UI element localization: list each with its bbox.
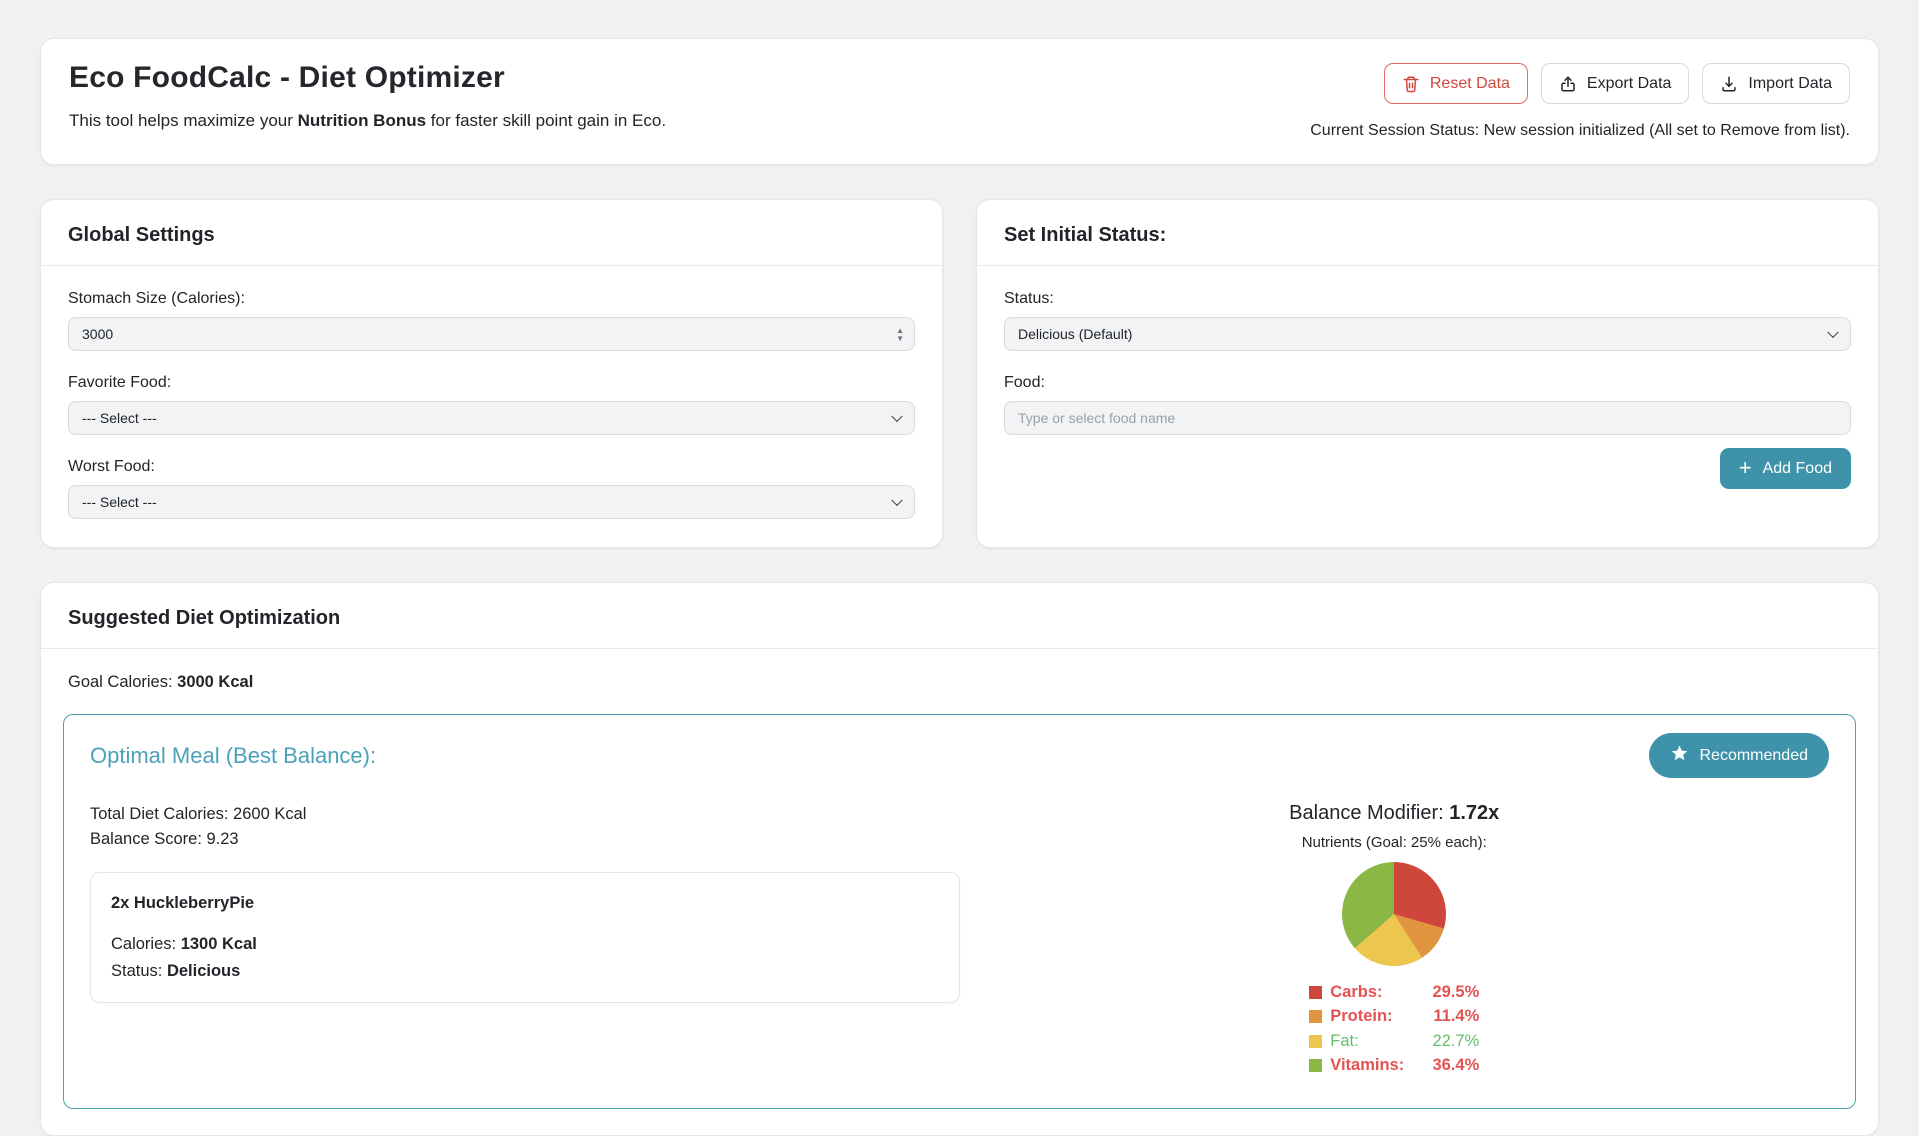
- initial-status-card: Set Initial Status: Status: Delicious (D…: [976, 199, 1879, 548]
- worst-food-value: --- Select ---: [82, 494, 157, 510]
- legend-row: Fat: 22.7%: [1309, 1029, 1479, 1054]
- number-stepper-icon[interactable]: ▲ ▼: [896, 325, 904, 343]
- page-title: Eco FoodCalc - Diet Optimizer: [69, 61, 505, 94]
- legend-value: 29.5%: [1432, 982, 1480, 1001]
- goal-calories-label: Goal Calories:: [68, 673, 178, 691]
- stomach-size-label: Stomach Size (Calories):: [68, 290, 245, 307]
- legend-label: Carbs:: [1330, 982, 1383, 1001]
- food-field: [1004, 401, 1851, 435]
- global-settings-body: Stomach Size (Calories): ▲▼ Favorite Foo…: [41, 266, 942, 519]
- import-icon: [1720, 75, 1738, 93]
- recommended-badge-label: Recommended: [1699, 746, 1809, 764]
- goal-calories-line: Goal Calories: 3000 Kcal: [41, 649, 1878, 692]
- export-data-label: Export Data: [1586, 74, 1672, 92]
- food-label: Food:: [1004, 374, 1045, 391]
- initial-status-title: Set Initial Status:: [1004, 224, 1167, 246]
- meal-calories-line: Calories: 1300 Kcal: [111, 935, 939, 954]
- divider: [977, 265, 1878, 266]
- add-food-row: + Add Food: [1004, 448, 1851, 489]
- total-diet-calories: Total Diet Calories: 2600 Kcal: [90, 805, 307, 823]
- legend-swatch: [1309, 985, 1323, 999]
- meal-status-line: Status: Delicious: [111, 962, 939, 981]
- legend-row: Protein: 11.4%: [1309, 1005, 1479, 1030]
- optimal-meal-header: Optimal Meal (Best Balance): Recommended: [90, 733, 1829, 778]
- nutrient-chart-column: Balance Modifier: 1.72x Nutrients (Goal:…: [960, 802, 1830, 1078]
- plus-icon: +: [1738, 454, 1752, 480]
- status-select[interactable]: Delicious (Default): [1004, 317, 1851, 351]
- optimal-meal-body: Total Diet Calories: 2600 Kcal Balance S…: [90, 802, 1829, 1078]
- session-status: Current Session Status: New session init…: [1310, 122, 1850, 139]
- balance-score: Balance Score: 9.23: [90, 830, 239, 848]
- status-label: Status:: [1004, 290, 1054, 307]
- chevron-down-icon: [891, 410, 903, 423]
- reset-data-label: Reset Data: [1429, 74, 1510, 92]
- balance-modifier-label: Balance Modifier:: [1289, 802, 1450, 824]
- meal-item-card: 2x HuckleberryPie Calories: 1300 Kcal St…: [90, 872, 960, 1003]
- export-data-button[interactable]: Export Data: [1540, 63, 1690, 104]
- import-data-button[interactable]: Import Data: [1702, 63, 1850, 104]
- global-settings-card: Global Settings Stomach Size (Calories):…: [40, 199, 943, 548]
- header-right: Reset Data Export Data Import Data Curre…: [1310, 61, 1850, 140]
- meal-name: 2x HuckleberryPie: [111, 894, 255, 912]
- legend-label: Vitamins:: [1330, 1056, 1405, 1075]
- favorite-food-label: Favorite Food:: [68, 374, 172, 391]
- nutrient-legend: Carbs: 29.5% Protein: 11.4% Fat: 22.7% Vitamin…: [1309, 980, 1479, 1078]
- chevron-down-icon: [891, 494, 903, 507]
- balance-modifier-line: Balance Modifier: 1.72x: [1289, 802, 1499, 825]
- legend-swatch: [1309, 1059, 1323, 1073]
- global-settings-title: Global Settings: [68, 224, 215, 246]
- add-food-button[interactable]: + Add Food: [1719, 448, 1851, 489]
- header-left: Eco FoodCalc - Diet Optimizer This tool …: [69, 61, 666, 131]
- legend-swatch: [1309, 1034, 1323, 1048]
- worst-food-label: Worst Food:: [68, 458, 155, 475]
- legend-row: Carbs: 29.5%: [1309, 980, 1479, 1005]
- meal-calories-value: 1300 Kcal: [180, 935, 257, 953]
- star-icon: [1670, 744, 1689, 768]
- legend-label: Fat:: [1330, 1031, 1359, 1050]
- chevron-down-icon: [1827, 326, 1839, 339]
- stomach-size-field: ▲▼: [68, 317, 915, 351]
- balance-modifier-value: 1.72x: [1449, 802, 1500, 824]
- nutrient-pie-chart: [1342, 862, 1447, 966]
- header-toolbar: Reset Data Export Data Import Data: [1383, 63, 1850, 104]
- optimal-meal-details: Total Diet Calories: 2600 Kcal Balance S…: [90, 802, 960, 1078]
- suggestion-title: Suggested Diet Optimization: [68, 607, 341, 629]
- food-input[interactable]: [1018, 402, 1816, 434]
- meal-calories-label: Calories:: [111, 935, 181, 953]
- add-food-label: Add Food: [1762, 459, 1832, 477]
- settings-row: Global Settings Stomach Size (Calories):…: [40, 199, 1879, 548]
- export-icon: [1559, 75, 1577, 93]
- goal-calories-value: 3000 Kcal: [177, 673, 254, 691]
- legend-label: Protein:: [1330, 1007, 1393, 1026]
- worst-food-select[interactable]: --- Select ---: [68, 485, 915, 519]
- legend-swatch: [1309, 1010, 1323, 1024]
- optimal-meal-panel: Optimal Meal (Best Balance): Recommended…: [63, 714, 1856, 1109]
- legend-value: 36.4%: [1432, 1056, 1480, 1075]
- subtitle-text: This tool helps maximize your: [69, 111, 298, 130]
- meal-status-label: Status:: [111, 962, 167, 980]
- page-subtitle: This tool helps maximize your Nutrition …: [69, 111, 666, 131]
- favorite-food-value: --- Select ---: [82, 410, 157, 426]
- favorite-food-select[interactable]: --- Select ---: [68, 401, 915, 435]
- import-data-label: Import Data: [1748, 74, 1832, 92]
- trash-icon: [1402, 75, 1420, 93]
- divider: [41, 265, 942, 266]
- initial-status-body: Status: Delicious (Default) Food: + Add …: [977, 266, 1878, 489]
- legend-value: 22.7%: [1432, 1031, 1480, 1050]
- reset-data-button[interactable]: Reset Data: [1383, 63, 1528, 104]
- nutrients-caption: Nutrients (Goal: 25% each):: [1301, 834, 1487, 851]
- legend-value: 11.4%: [1433, 1007, 1480, 1026]
- stomach-size-input[interactable]: [82, 318, 880, 350]
- legend-row: Vitamins: 36.4%: [1309, 1054, 1479, 1079]
- optimal-meal-heading: Optimal Meal (Best Balance):: [90, 742, 377, 768]
- subtitle-text-suffix: for faster skill point gain in Eco.: [426, 111, 667, 130]
- status-value: Delicious (Default): [1018, 326, 1133, 342]
- divider: [41, 648, 1878, 649]
- meal-status-value: Delicious: [166, 962, 241, 980]
- suggestion-card: Suggested Diet Optimization Goal Calorie…: [40, 582, 1879, 1136]
- subtitle-highlight: Nutrition Bonus: [297, 111, 427, 130]
- header-card: Eco FoodCalc - Diet Optimizer This tool …: [40, 38, 1879, 165]
- recommended-badge: Recommended: [1648, 733, 1829, 778]
